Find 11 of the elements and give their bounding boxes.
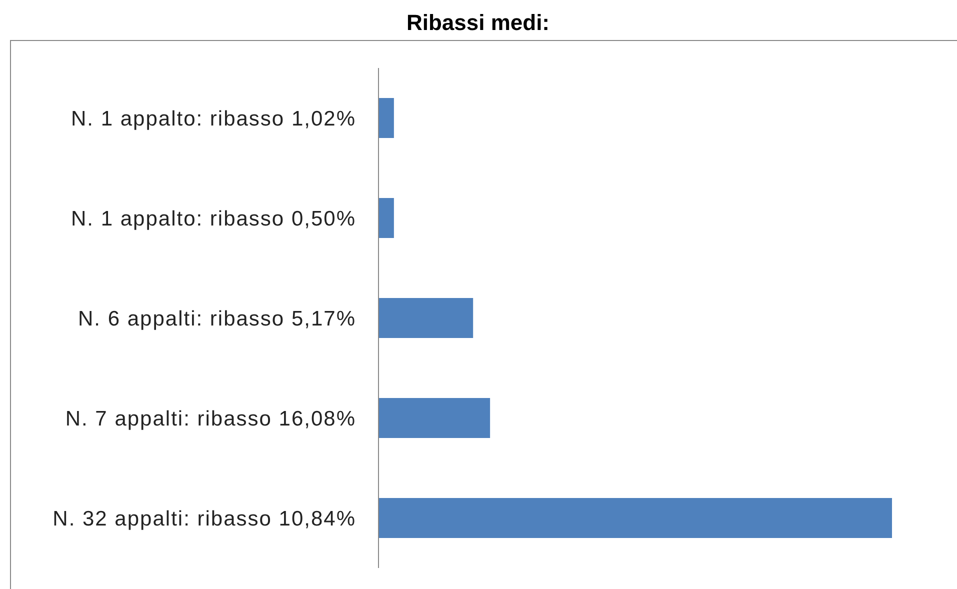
y-tick-label: N. 7 appalti: ribasso 16,08%: [65, 407, 356, 430]
bar: [378, 98, 394, 138]
bar: [378, 198, 394, 238]
bar: [378, 398, 490, 438]
bar: [378, 298, 474, 338]
y-tick-label: N. 1 appalto: ribasso 1,02%: [71, 107, 356, 130]
chart-title: Ribassi medi:: [406, 10, 550, 35]
y-tick-label: N. 6 appalti: ribasso 5,17%: [78, 307, 356, 330]
bar: [378, 498, 892, 538]
y-tick-label: N. 1 appalto: ribasso 0,50%: [71, 207, 356, 230]
y-tick-label: N. 32 appalti: ribasso 10,84%: [52, 507, 356, 530]
